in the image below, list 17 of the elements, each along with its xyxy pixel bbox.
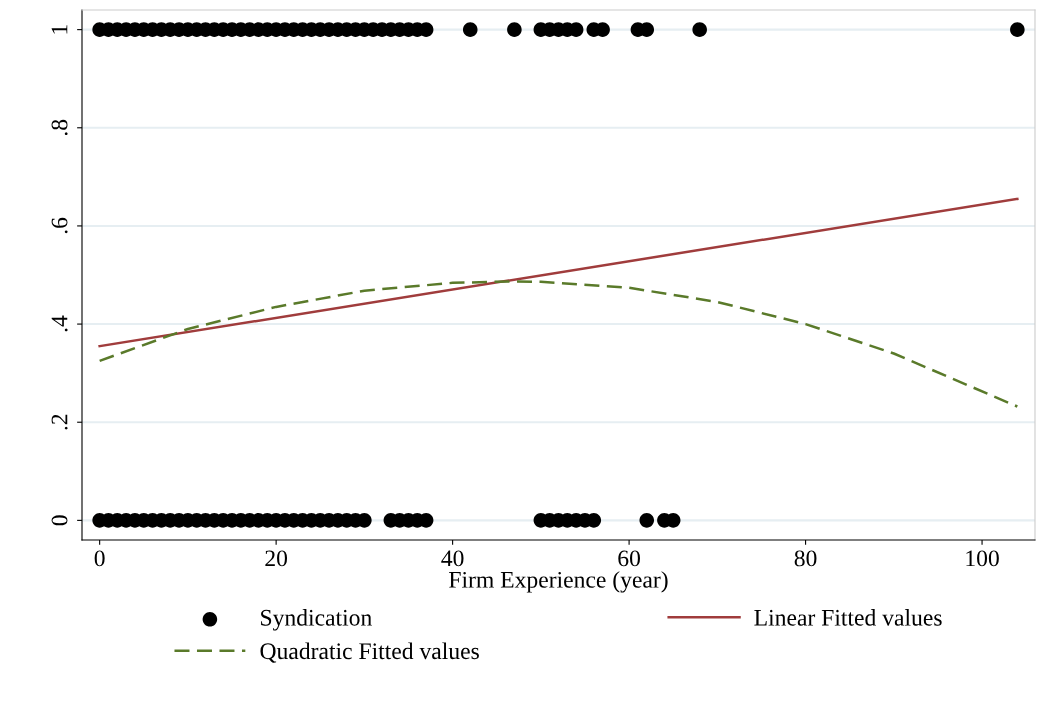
y-tick-label: 0: [51, 515, 68, 526]
x-tick-label: 100: [966, 550, 999, 567]
line-series: [98, 280, 1019, 408]
x-tick-label: 0: [94, 550, 105, 567]
x-axis-title: Firm Experience (year): [449, 571, 668, 593]
y-tick-label: 1: [51, 25, 68, 34]
x-tick-label: 60: [618, 550, 640, 567]
x-tick-label: 80: [794, 550, 817, 567]
legend-label: Linear Fitted values: [754, 609, 942, 626]
x-tick-label: 40: [441, 550, 464, 567]
legend-label: Syndication: [261, 609, 372, 631]
y-tick-label: .4: [51, 315, 68, 332]
y-tick-label: .6: [51, 217, 68, 234]
y-tick-label: .8: [51, 119, 68, 136]
y-tick-label: .2: [51, 414, 68, 430]
x-tick-label: 20: [265, 550, 288, 567]
legend-label: Quadratic Fitted values: [260, 642, 479, 663]
